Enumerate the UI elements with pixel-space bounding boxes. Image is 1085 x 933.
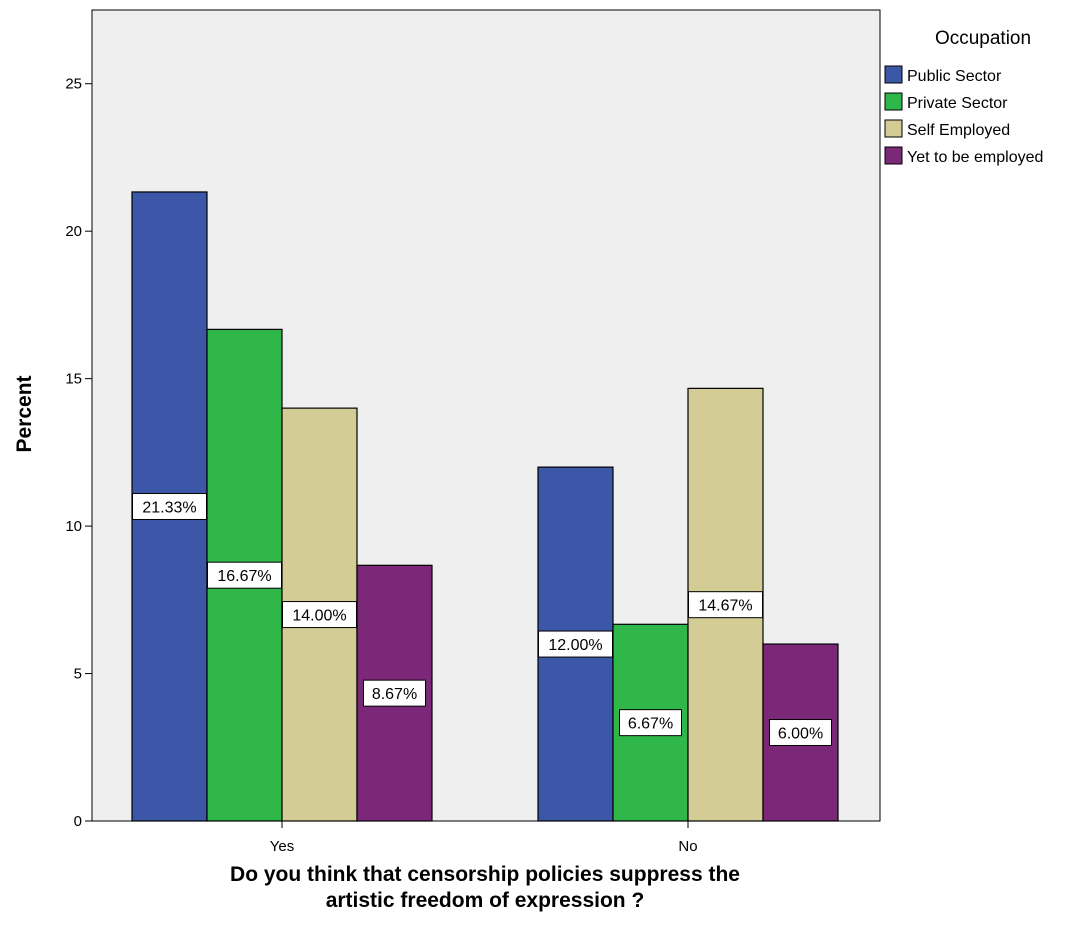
data-label-box — [207, 561, 282, 589]
data-label: 14.67% — [688, 591, 763, 619]
legend-item: Public Sector — [884, 65, 1002, 85]
y-tick-label: 20 — [65, 223, 82, 240]
legend-swatch — [884, 119, 903, 138]
x-tick-label: No — [678, 838, 697, 855]
y-tick-label: 10 — [65, 518, 82, 535]
data-label: 12.00% — [538, 630, 613, 658]
y-axis-title: Percent — [13, 375, 36, 452]
legend-swatch — [884, 65, 903, 84]
legend-item: Private Sector — [884, 92, 1008, 112]
y-tick-label: 15 — [65, 371, 82, 388]
y-tick-label: 0 — [74, 813, 82, 830]
legend-item: Yet to be employed — [884, 146, 1043, 166]
y-tick-label: 25 — [65, 76, 82, 93]
data-label-text: 14.67% — [698, 598, 752, 615]
data-label: 14.00% — [282, 601, 357, 629]
data-label-box — [619, 709, 682, 737]
legend: Occupation Public Sector Private Sector Se… — [884, 28, 1043, 166]
data-labels-group: 21.33% 16.67% 14.00% 8.67% 12.00% 6.67% 14.67%… — [132, 492, 832, 747]
data-label-text: 16.67% — [217, 568, 271, 585]
data-label: 6.67% — [619, 709, 682, 737]
data-label-text: 14.00% — [292, 608, 346, 625]
data-label-text: 8.67% — [372, 686, 417, 703]
legend-swatch — [884, 92, 903, 111]
data-label: 8.67% — [363, 679, 426, 707]
x-axis-title-line-1: Do you think that censorship policies su… — [230, 863, 740, 886]
legend-label: Yet to be employed — [907, 149, 1043, 166]
x-tick-label: Yes — [270, 838, 294, 855]
data-label-box — [363, 679, 426, 707]
data-label-box — [282, 601, 357, 629]
legend-swatch — [884, 146, 903, 165]
legend-label: Public Sector — [907, 68, 1002, 85]
data-label: 16.67% — [207, 561, 282, 589]
x-axis-title-line-2: artistic freedom of expression ? — [326, 889, 645, 912]
y-tick-label: 5 — [74, 666, 82, 683]
data-label-text: 6.67% — [628, 716, 673, 733]
data-label-text: 6.00% — [778, 726, 823, 743]
legend-title: Occupation — [935, 28, 1031, 49]
data-label-text: 12.00% — [548, 637, 602, 654]
y-axis: 0 5 10 15 20 25 — [65, 76, 92, 830]
data-label-box — [132, 492, 207, 520]
data-label-text: 21.33% — [142, 499, 196, 516]
data-label-box — [769, 719, 832, 747]
x-axis: Yes No — [270, 821, 698, 855]
legend-label: Self Employed — [907, 122, 1010, 139]
data-label-box — [538, 630, 613, 658]
data-label-box — [688, 591, 763, 619]
legend-item: Self Employed — [884, 119, 1010, 139]
data-label: 21.33% — [132, 492, 207, 520]
legend-label: Private Sector — [907, 95, 1008, 112]
data-label: 6.00% — [769, 719, 832, 747]
